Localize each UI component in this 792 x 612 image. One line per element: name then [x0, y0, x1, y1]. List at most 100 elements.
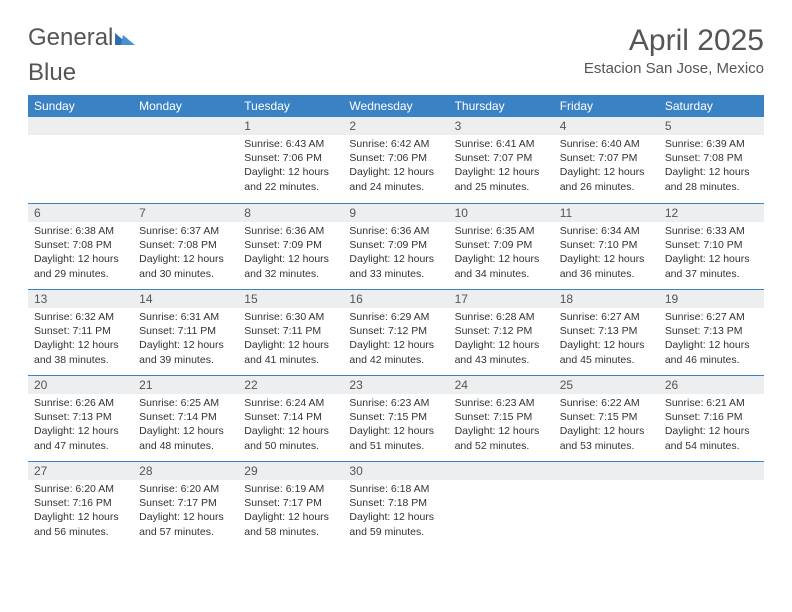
weekday-header: Sunday	[28, 95, 133, 117]
calendar-cell: 14Sunrise: 6:31 AMSunset: 7:11 PMDayligh…	[133, 289, 238, 375]
day-line: Sunrise: 6:18 AM	[349, 482, 442, 496]
day-line: Daylight: 12 hours and 39 minutes.	[139, 338, 232, 366]
calendar-cell: 26Sunrise: 6:21 AMSunset: 7:16 PMDayligh…	[659, 375, 764, 461]
calendar-cell: 25Sunrise: 6:22 AMSunset: 7:15 PMDayligh…	[554, 375, 659, 461]
calendar-week-row: 6 Sunrise: 6:38 AMSunset: 7:08 PM Daylight…	[28, 203, 764, 289]
day-line: Sunrise: 6:19 AM	[244, 482, 337, 496]
day-body: Sunrise: 6:32 AMSunset: 7:11 PMDaylight:…	[28, 308, 133, 371]
calendar-cell	[554, 461, 659, 547]
day-line: Daylight: 12 hours and 33 minutes.	[349, 252, 442, 280]
day-body: Sunrise: 6:37 AMSunset: 7:08 PMDaylight:…	[133, 222, 238, 285]
day-body: Sunrise: 6:36 AMSunset: 7:09 PMDaylight:…	[343, 222, 448, 285]
day-line: Sunrise: 6:39 AM	[665, 137, 758, 151]
day-number: 28	[133, 461, 238, 480]
day-body: Sunrise: 6:27 AMSunset: 7:13 PMDaylight:…	[554, 308, 659, 371]
day-body: Sunrise: 6:30 AMSunset: 7:11 PMDaylight:…	[238, 308, 343, 371]
day-line: Sunset: 7:16 PM	[34, 496, 127, 510]
day-line: Daylight: 12 hours and 30 minutes.	[139, 252, 232, 280]
day-line: Sunrise: 6:20 AM	[139, 482, 232, 496]
calendar-cell: 1Sunrise: 6:43 AMSunset: 7:06 PMDaylight…	[238, 117, 343, 203]
day-line: Sunrise: 6:43 AM	[244, 137, 337, 151]
day-number: 16	[343, 289, 448, 308]
day-number: 25	[554, 375, 659, 394]
day-line: Sunrise: 6:30 AM	[244, 310, 337, 324]
day-line: Sunset: 7:09 PM	[244, 238, 337, 252]
day-line: Sunset: 7:07 PM	[560, 151, 653, 165]
day-number: 26	[659, 375, 764, 394]
weekday-header: Monday	[133, 95, 238, 117]
day-number: 24	[449, 375, 554, 394]
calendar-cell: 24Sunrise: 6:23 AMSunset: 7:15 PMDayligh…	[449, 375, 554, 461]
day-line: Daylight: 12 hours and 24 minutes.	[349, 165, 442, 193]
day-number	[449, 461, 554, 480]
day-line: Sunset: 7:10 PM	[560, 238, 653, 252]
day-line: Sunset: 7:06 PM	[244, 151, 337, 165]
day-line: Daylight: 12 hours and 43 minutes.	[455, 338, 548, 366]
day-line: Sunset: 7:08 PM	[665, 151, 758, 165]
day-line: Sunrise: 6:22 AM	[560, 396, 653, 410]
calendar-cell	[133, 117, 238, 203]
day-line: Sunrise: 6:20 AM	[34, 482, 127, 496]
day-line: Sunrise: 6:41 AM	[455, 137, 548, 151]
weekday-header: Thursday	[449, 95, 554, 117]
day-body: Sunrise: 6:34 AMSunset: 7:10 PMDaylight:…	[554, 222, 659, 285]
day-line: Daylight: 12 hours and 57 minutes.	[139, 510, 232, 538]
day-number: 4	[554, 117, 659, 135]
day-body	[554, 480, 659, 486]
day-number: 15	[238, 289, 343, 308]
day-body: Sunrise: 6:20 AMSunset: 7:16 PMDaylight:…	[28, 480, 133, 543]
day-line: Sunset: 7:12 PM	[349, 324, 442, 338]
day-line: Daylight: 12 hours and 25 minutes.	[455, 165, 548, 193]
day-line: Sunrise: 6:38 AM	[34, 224, 127, 238]
day-number: 8	[238, 203, 343, 222]
day-number: 17	[449, 289, 554, 308]
day-line: Sunrise: 6:25 AM	[139, 396, 232, 410]
weekday-header-row: Sunday Monday Tuesday Wednesday Thursday…	[28, 95, 764, 117]
weekday-header: Wednesday	[343, 95, 448, 117]
calendar-cell	[659, 461, 764, 547]
day-line: Sunset: 7:11 PM	[139, 324, 232, 338]
day-line: Sunrise: 6:37 AM	[139, 224, 232, 238]
calendar-cell: 7Sunrise: 6:37 AMSunset: 7:08 PMDaylight…	[133, 203, 238, 289]
day-line: Sunset: 7:15 PM	[560, 410, 653, 424]
calendar-week-row: 1 Sunrise: 6:43 AMSunset: 7:06 PM Daylight…	[28, 117, 764, 203]
calendar-cell: 29Sunrise: 6:19 AMSunset: 7:17 PMDayligh…	[238, 461, 343, 547]
day-line: Sunrise: 6:32 AM	[34, 310, 127, 324]
calendar-cell: 16Sunrise: 6:29 AMSunset: 7:12 PMDayligh…	[343, 289, 448, 375]
calendar-cell: 23Sunrise: 6:23 AMSunset: 7:15 PMDayligh…	[343, 375, 448, 461]
day-body: Sunrise: 6:22 AMSunset: 7:15 PMDaylight:…	[554, 394, 659, 457]
calendar-cell: 10Sunrise: 6:35 AMSunset: 7:09 PMDayligh…	[449, 203, 554, 289]
day-body: Sunrise: 6:27 AMSunset: 7:13 PMDaylight:…	[659, 308, 764, 371]
month-title: April 2025	[584, 24, 764, 58]
calendar-cell: 8Sunrise: 6:36 AMSunset: 7:09 PMDaylight…	[238, 203, 343, 289]
day-line: Sunrise: 6:42 AM	[349, 137, 442, 151]
day-line: Daylight: 12 hours and 34 minutes.	[455, 252, 548, 280]
day-line: Sunset: 7:09 PM	[349, 238, 442, 252]
calendar-cell: 11Sunrise: 6:34 AMSunset: 7:10 PMDayligh…	[554, 203, 659, 289]
day-body: Sunrise: 6:20 AMSunset: 7:17 PMDaylight:…	[133, 480, 238, 543]
day-line: Sunrise: 6:27 AM	[665, 310, 758, 324]
calendar-cell: 27Sunrise: 6:20 AMSunset: 7:16 PMDayligh…	[28, 461, 133, 547]
day-line: Sunset: 7:16 PM	[665, 410, 758, 424]
day-number: 3	[449, 117, 554, 135]
calendar-cell: 4Sunrise: 6:40 AMSunset: 7:07 PMDaylight…	[554, 117, 659, 203]
day-body: Sunrise: 6:31 AMSunset: 7:11 PMDaylight:…	[133, 308, 238, 371]
day-number: 1	[238, 117, 343, 135]
calendar-week-row: 20Sunrise: 6:26 AMSunset: 7:13 PMDayligh…	[28, 375, 764, 461]
day-number: 22	[238, 375, 343, 394]
day-line: Sunrise: 6:21 AM	[665, 396, 758, 410]
day-line: Sunrise: 6:36 AM	[349, 224, 442, 238]
day-line: Sunset: 7:13 PM	[665, 324, 758, 338]
calendar-cell: 15Sunrise: 6:30 AMSunset: 7:11 PMDayligh…	[238, 289, 343, 375]
day-line: Sunrise: 6:29 AM	[349, 310, 442, 324]
calendar-cell: 18Sunrise: 6:27 AMSunset: 7:13 PMDayligh…	[554, 289, 659, 375]
day-number: 12	[659, 203, 764, 222]
day-line: Sunset: 7:08 PM	[34, 238, 127, 252]
day-line: Daylight: 12 hours and 53 minutes.	[560, 424, 653, 452]
day-body: Sunrise: 6:42 AMSunset: 7:06 PMDaylight:…	[343, 135, 448, 198]
day-number: 6	[28, 203, 133, 222]
day-body: Sunrise: 6:33 AMSunset: 7:10 PMDaylight:…	[659, 222, 764, 285]
day-line: Sunrise: 6:24 AM	[244, 396, 337, 410]
day-number: 27	[28, 461, 133, 480]
calendar-cell	[449, 461, 554, 547]
